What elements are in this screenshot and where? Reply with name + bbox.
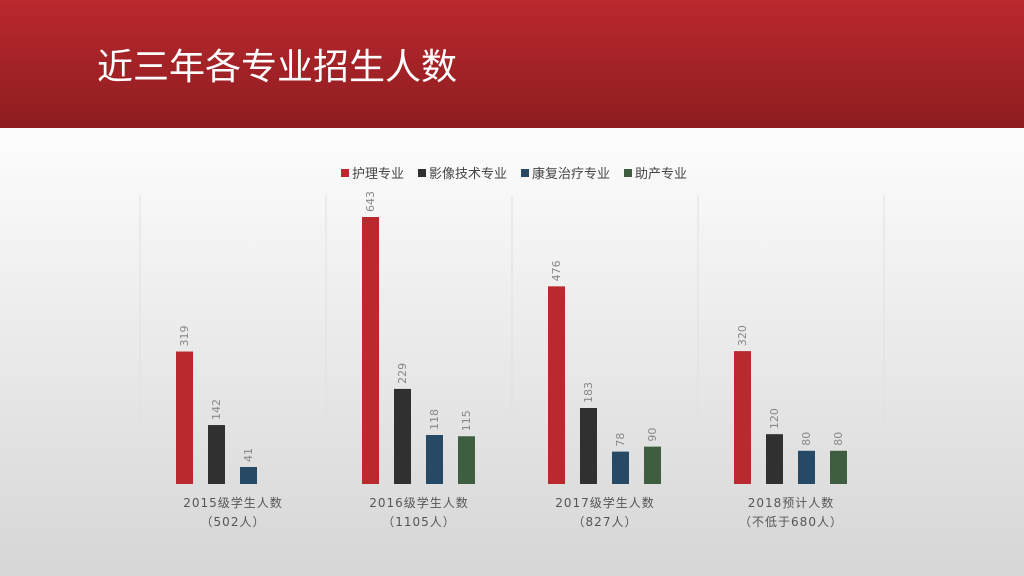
legend-swatch	[624, 168, 633, 177]
legend-item: 护理专业	[341, 163, 404, 182]
data-label: 41	[242, 448, 255, 462]
bar	[362, 217, 379, 484]
bar	[548, 286, 565, 484]
bar	[240, 466, 257, 484]
data-label: 120	[768, 408, 781, 429]
data-label: 319	[178, 326, 191, 347]
category-label: 2018预计人数	[748, 495, 835, 510]
bar	[644, 446, 661, 484]
legend-label: 影像技术专业	[429, 167, 508, 182]
category-sublabel: （不低于680人）	[739, 515, 843, 529]
category-label: 2017级学生人数	[555, 495, 655, 510]
data-label: 80	[800, 432, 813, 446]
legend-label: 康复治疗专业	[532, 167, 611, 182]
data-label: 643	[364, 191, 377, 212]
legend-item: 助产专业	[624, 163, 687, 182]
bar	[458, 436, 475, 484]
chart-legend: 护理专业 影像技术专业 康复治疗专业 助产专业	[341, 163, 687, 182]
data-label: 229	[396, 363, 409, 384]
legend-item: 影像技术专业	[418, 163, 507, 182]
data-label: 78	[614, 433, 627, 447]
legend-swatch	[418, 168, 427, 177]
legend-label: 护理专业	[352, 167, 405, 182]
category-label: 2016级学生人数	[369, 495, 469, 510]
category-label: 2015级学生人数	[183, 495, 283, 510]
category-sublabel: （502人）	[201, 515, 266, 529]
page-title: 近三年各专业招生人数	[97, 47, 458, 88]
bar	[612, 451, 629, 484]
data-label: 476	[550, 260, 563, 281]
bar	[766, 434, 783, 484]
bar	[208, 425, 225, 484]
data-label: 320	[736, 325, 749, 346]
legend-item: 康复治疗专业	[521, 163, 610, 182]
bar	[734, 351, 751, 484]
bar	[798, 450, 815, 484]
legend-swatch	[521, 168, 530, 177]
legend-label: 助产专业	[635, 167, 688, 182]
bar	[176, 351, 193, 484]
data-label: 142	[210, 399, 223, 420]
header-banner	[0, 0, 1024, 128]
data-label: 118	[428, 409, 441, 430]
legend-swatch	[341, 168, 349, 177]
data-label: 115	[460, 410, 473, 431]
category-sublabel: （1105人）	[382, 515, 456, 529]
data-label: 183	[582, 382, 595, 403]
category-sublabel: （827人）	[573, 515, 638, 529]
bar	[580, 408, 597, 484]
bar	[830, 450, 847, 484]
bar	[394, 388, 411, 484]
data-label: 80	[832, 432, 845, 446]
data-label: 90	[646, 428, 659, 442]
bar	[426, 435, 443, 484]
